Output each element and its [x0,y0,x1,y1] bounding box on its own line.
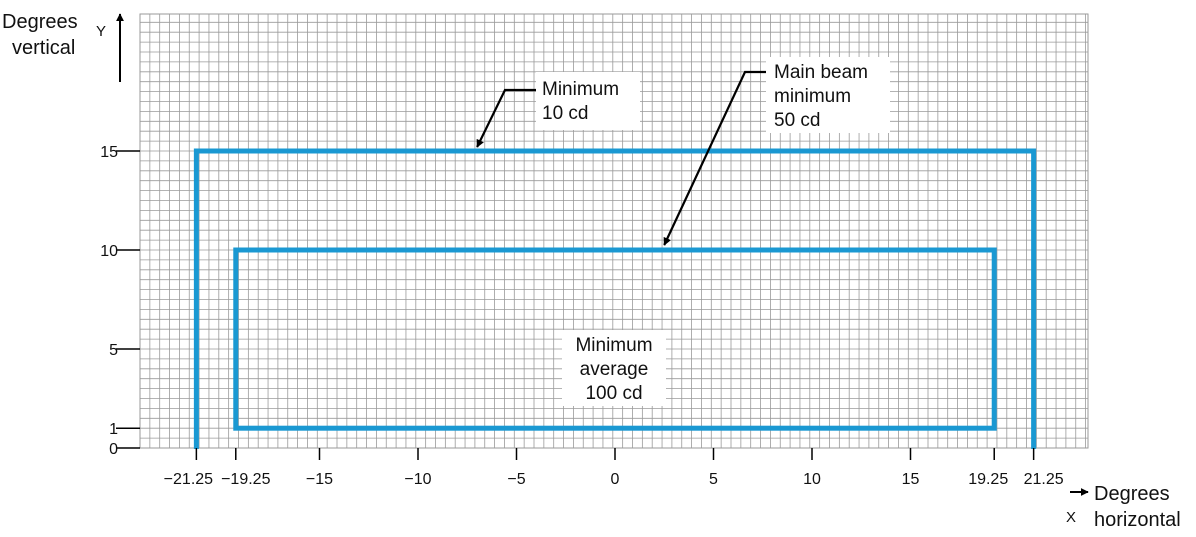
label-bg-average-100cd [562,330,666,406]
x-axis-symbol: X [1066,509,1076,526]
y-tick-label: 0 [109,441,118,458]
label-bg-minimum-10cd [536,72,640,130]
outer-zone-outline [193,148,1037,449]
leader-arrow-main-beam-50cd [663,70,768,246]
x-tick-label: −10 [404,471,431,488]
label-main-beam-line2: minimum [774,86,851,107]
x-tick-label: −19.25 [221,471,270,488]
x-tick-label: −15 [306,471,333,488]
label-minimum-10cd-line1: Minimum [542,79,619,100]
y-tick-label: 5 [109,342,118,359]
label-average-line1: Minimum [575,335,652,356]
y-axis-symbol: Y [96,23,106,40]
x-axis-ticks: −21.25 −19.25 −15 −10 −5 0 5 10 15 19.25 21.25 [164,448,1064,488]
x-tick-label: 10 [803,471,821,488]
label-average-line3: 100 cd [585,383,642,404]
x-tick-label: 5 [709,471,718,488]
x-tick-label: 19.25 [968,471,1008,488]
y-tick-label: 10 [100,243,118,260]
y-tick-label: 1 [109,421,118,438]
label-main-beam-line3: 50 cd [774,110,820,131]
y-axis-label-line2: vertical [12,37,75,59]
inner-zone-outline [233,247,997,431]
x-tick-label: 0 [611,471,620,488]
x-tick-label: −21.25 [164,471,213,488]
y-axis-label-line1: Degrees [2,11,78,33]
x-tick-label: 21.25 [1024,471,1064,488]
x-tick-label: −5 [507,471,525,488]
label-average-line2: average [580,359,649,380]
label-bg-main-beam-50cd [766,57,890,133]
leader-arrow-minimum-10cd [476,88,538,148]
label-main-beam-line1: Main beam [774,62,868,83]
x-axis-label-line2: horizontal [1094,509,1181,531]
x-axis-label-line1: Degrees [1094,483,1170,505]
y-tick-label: 15 [100,144,118,161]
label-minimum-10cd-line2: 10 cd [542,103,588,124]
x-tick-label: 15 [902,471,920,488]
